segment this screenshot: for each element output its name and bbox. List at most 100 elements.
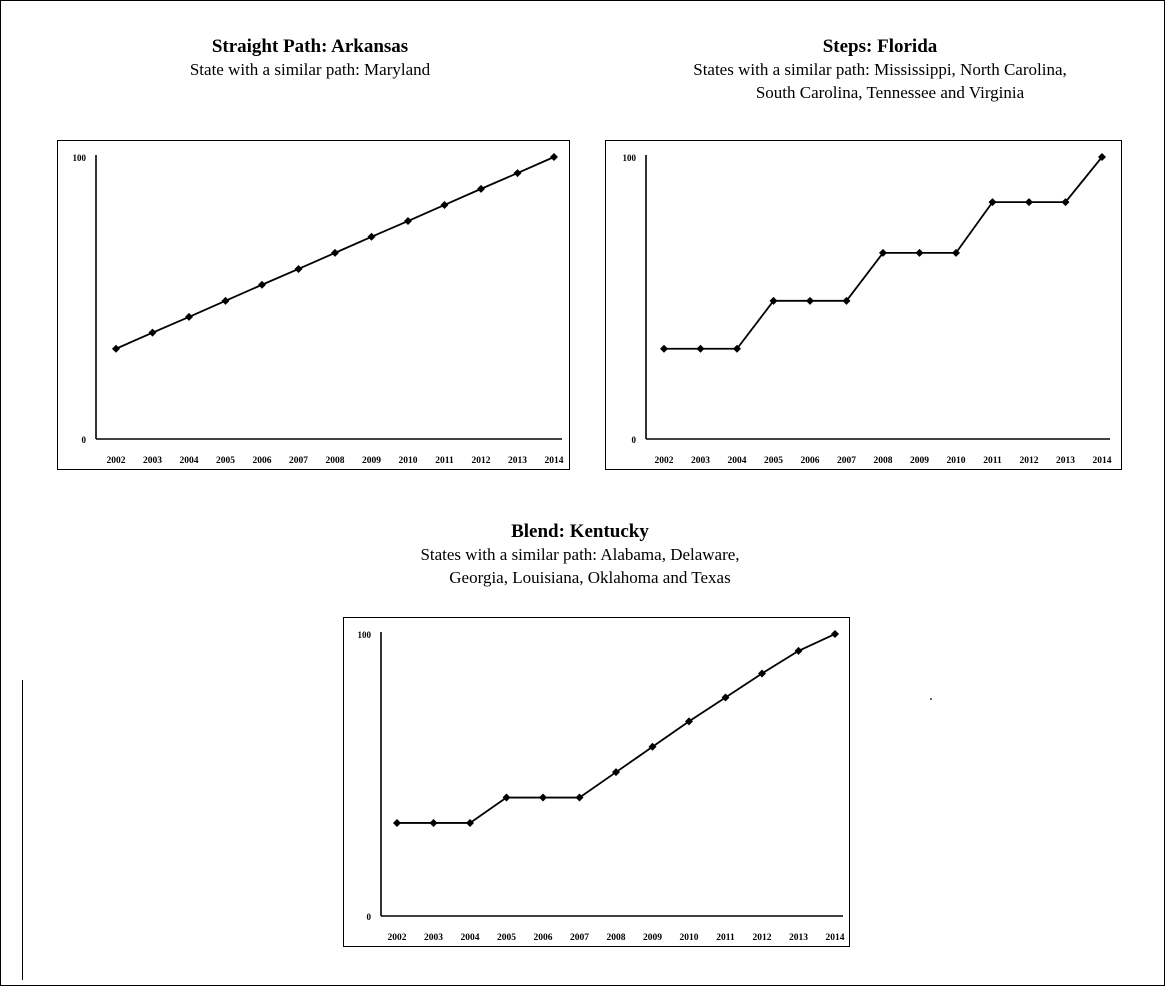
data-point-marker [112, 344, 120, 353]
data-point-marker [513, 169, 522, 178]
data-point-marker [769, 296, 778, 305]
x-tick-label: 2010 [947, 456, 966, 466]
data-point-marker [842, 296, 851, 305]
data-point-marker [539, 793, 547, 802]
x-tick-label: 2012 [472, 456, 491, 466]
x-tick-label: 2013 [1056, 456, 1075, 466]
x-tick-label: 2010 [399, 456, 418, 466]
data-point-marker [1061, 198, 1070, 207]
x-tick-label: 2008 [326, 456, 345, 466]
y-tick-label: 100 [358, 630, 372, 640]
x-tick-label: 2003 [424, 933, 443, 943]
data-point-marker [952, 248, 960, 257]
series-line [397, 633, 836, 824]
data-point-marker [148, 328, 157, 337]
data-point-marker [477, 184, 485, 193]
x-tick-label: 2004 [728, 456, 747, 466]
data-point-marker [331, 248, 339, 257]
arkansas-chart: 100 0 2002 2003 2004 2005 2006 2007 2008 2009 2010… [57, 140, 570, 470]
kentucky-subtitle-line1: States with a similar path: Alabama, Del… [420, 545, 740, 564]
data-point-marker [988, 198, 997, 207]
data-point-marker [502, 793, 511, 802]
data-point-marker [575, 793, 584, 802]
data-point-marker [660, 344, 668, 353]
data-point-marker [367, 232, 376, 241]
data-point-marker [221, 296, 230, 305]
x-tick-label: 2014 [826, 933, 845, 943]
x-tick-label: 2012 [1020, 456, 1039, 466]
x-tick-label: 2010 [680, 933, 699, 943]
x-tick-label: 2004 [180, 456, 199, 466]
data-point-marker [648, 742, 657, 751]
y-tick-label: 100 [623, 153, 637, 163]
x-tick-label: 2011 [983, 456, 1002, 466]
data-point-marker [806, 296, 814, 305]
arkansas-heading: Straight Path: Arkansas State with a sim… [60, 35, 560, 81]
x-tick-label: 2008 [607, 933, 626, 943]
data-point-marker [404, 217, 412, 226]
x-tick-label: 2013 [789, 933, 808, 943]
y-tick-label: 0 [367, 912, 372, 922]
data-point-marker [258, 280, 266, 289]
x-tick-label: 2003 [691, 456, 710, 466]
data-point-marker [1025, 198, 1033, 207]
x-tick-label: 2002 [655, 456, 674, 466]
x-tick-label: 2013 [508, 456, 527, 466]
x-tick-label: 2006 [534, 933, 553, 943]
data-point-marker [1098, 153, 1106, 161]
data-point-marker [696, 344, 705, 353]
x-tick-label: 2009 [643, 933, 662, 943]
x-tick-label: 2007 [570, 933, 589, 943]
y-tick-label: 0 [82, 435, 87, 445]
x-tick-label: 2007 [289, 456, 308, 466]
florida-title: Steps: Florida [822, 36, 938, 57]
data-point-marker [294, 264, 303, 273]
florida-heading: Steps: Florida States with a similar pat… [610, 35, 1150, 104]
x-tick-label: 2005 [497, 933, 516, 943]
x-tick-label: 2004 [461, 933, 480, 943]
x-tick-label: 2014 [545, 456, 564, 466]
scan-speck [930, 698, 932, 700]
x-tick-label: 2007 [837, 456, 856, 466]
kentucky-chart-svg: 100 0 2002 2003 2004 2005 2006 2007 2008 2009 2010… [358, 630, 845, 943]
kentucky-title: Blend: Kentucky [511, 521, 649, 542]
data-point-marker [429, 818, 438, 827]
x-tick-label: 2009 [910, 456, 929, 466]
y-tick-label: 0 [632, 435, 637, 445]
data-point-marker [721, 693, 730, 702]
x-tick-label: 2008 [874, 456, 893, 466]
data-point-marker [185, 312, 193, 321]
x-tick-label: 2006 [253, 456, 272, 466]
x-tick-label: 2012 [753, 933, 772, 943]
data-point-marker [733, 344, 741, 353]
x-tick-label: 2005 [764, 456, 783, 466]
kentucky-subtitle-line2: Georgia, Louisiana, Oklahoma and Texas [449, 568, 731, 587]
data-point-marker [393, 818, 401, 827]
data-point-marker [612, 768, 620, 777]
florida-chart: 100 0 2002 2003 2004 2005 2006 2007 2008 2009 2010… [605, 140, 1122, 470]
data-point-marker [550, 153, 558, 161]
data-point-marker [758, 669, 766, 678]
x-tick-label: 2005 [216, 456, 235, 466]
data-point-marker [794, 646, 803, 655]
x-tick-label: 2002 [107, 456, 126, 466]
florida-chart-svg: 100 0 2002 2003 2004 2005 2006 2007 2008 2009 2010… [623, 153, 1112, 466]
florida-subtitle-line1: States with a similar path: Mississippi,… [693, 60, 1067, 79]
kentucky-heading: Blend: Kentucky States with a similar pa… [330, 520, 830, 589]
kentucky-chart: 100 0 2002 2003 2004 2005 2006 2007 2008 2009 2010… [343, 617, 850, 947]
x-tick-label: 2011 [716, 933, 735, 943]
data-point-marker [685, 717, 693, 726]
data-point-marker [915, 248, 924, 257]
x-tick-label: 2003 [143, 456, 162, 466]
x-tick-label: 2006 [801, 456, 820, 466]
margin-rule [22, 680, 23, 980]
x-tick-label: 2009 [362, 456, 381, 466]
data-point-marker [831, 630, 839, 638]
x-tick-label: 2002 [388, 933, 407, 943]
x-tick-label: 2011 [435, 456, 454, 466]
data-point-marker [440, 200, 449, 209]
florida-subtitle-line2: South Carolina, Tennessee and Virginia [755, 83, 1025, 102]
arkansas-chart-svg: 100 0 2002 2003 2004 2005 2006 2007 2008 2009 2010… [73, 153, 564, 466]
arkansas-subtitle: State with a similar path: Maryland [189, 60, 431, 79]
